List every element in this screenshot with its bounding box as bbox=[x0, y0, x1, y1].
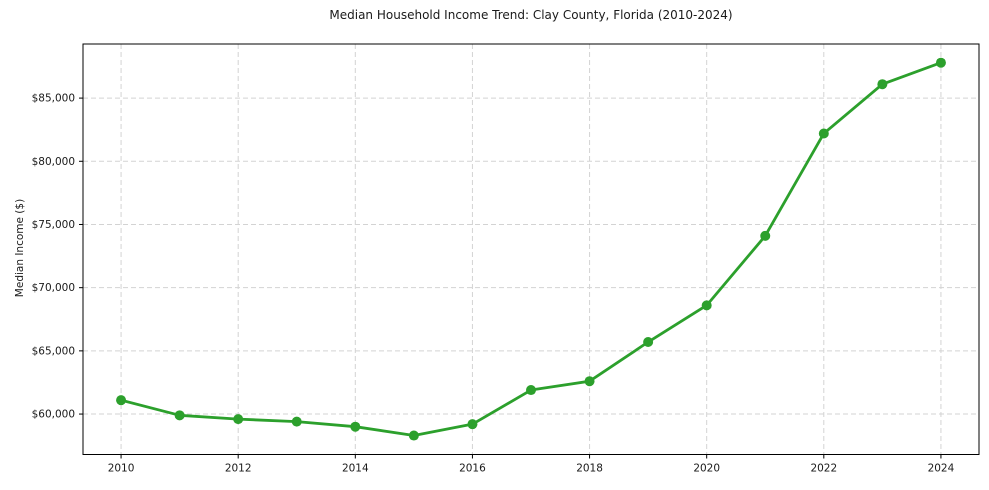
x-tick-label: 2012 bbox=[225, 463, 252, 475]
y-tick-label: $85,000 bbox=[32, 93, 75, 105]
y-tick-label: $80,000 bbox=[32, 156, 75, 168]
data-point-2017 bbox=[526, 385, 536, 396]
data-point-2021 bbox=[760, 230, 771, 241]
data-point-2022 bbox=[818, 128, 829, 139]
y-axis-title: Median Income ($) bbox=[14, 198, 26, 298]
data-point-2012 bbox=[233, 414, 244, 425]
data-point-2011 bbox=[174, 410, 185, 421]
data-point-2024 bbox=[935, 57, 946, 68]
x-tick-label: 2024 bbox=[928, 463, 955, 475]
data-point-2015 bbox=[408, 430, 419, 441]
data-point-2023 bbox=[877, 79, 888, 90]
income-trend-line bbox=[119, 61, 943, 437]
x-tick-label: 2016 bbox=[459, 463, 486, 475]
x-tick-label: 2014 bbox=[342, 463, 369, 475]
data-point-2010 bbox=[116, 395, 127, 406]
data-point-2016 bbox=[467, 419, 478, 430]
chart-title: Median Household Income Trend: Clay Coun… bbox=[329, 8, 733, 22]
x-tick-label: 2018 bbox=[576, 463, 603, 475]
data-point-2014 bbox=[350, 421, 361, 432]
y-tick-label: $60,000 bbox=[32, 409, 75, 421]
data-point-2018 bbox=[584, 376, 595, 387]
y-tick-label: $65,000 bbox=[32, 345, 75, 357]
plot-border bbox=[82, 43, 980, 455]
y-tick-label: $75,000 bbox=[32, 219, 75, 231]
data-point-2019 bbox=[643, 337, 654, 348]
x-tick-label: 2010 bbox=[108, 463, 135, 475]
y-tick-label: $70,000 bbox=[32, 282, 75, 294]
data-point-2013 bbox=[291, 416, 302, 427]
data-point-2020 bbox=[701, 300, 712, 311]
x-tick-label: 2022 bbox=[810, 463, 837, 475]
x-tick-label: 2020 bbox=[693, 463, 720, 475]
